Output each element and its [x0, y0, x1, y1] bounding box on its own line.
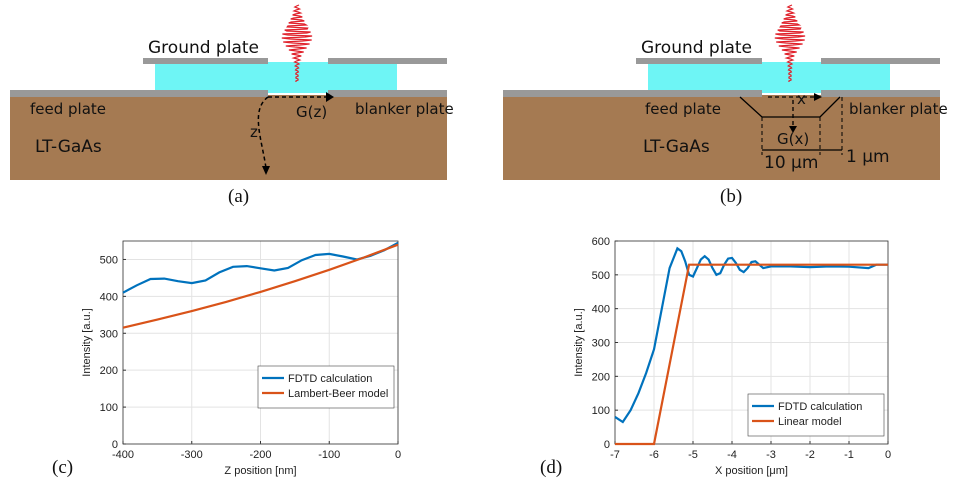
- blanker-plate: [328, 90, 447, 97]
- axes-box: [122, 240, 399, 445]
- arrow-head: [789, 126, 797, 133]
- panel-label: (c): [52, 457, 73, 478]
- label: 1 µm: [846, 147, 890, 167]
- axes-box: [614, 240, 889, 445]
- dielectric: [155, 62, 397, 93]
- y-axis-label: Intensity [a.u.]: [81, 308, 93, 376]
- label: x: [797, 90, 806, 108]
- wave: [774, 4, 806, 83]
- label: G(x): [777, 130, 809, 148]
- y-tick-label: 100: [592, 405, 610, 417]
- label: Ground plate: [148, 38, 259, 58]
- y-tick-label: 100: [100, 402, 118, 414]
- y-tick-label: 300: [100, 328, 118, 340]
- x-tick-label: -300: [181, 449, 203, 461]
- wave: [281, 4, 313, 83]
- y-tick-label: 500: [100, 254, 118, 266]
- diagram-a: Ground plate feed plate G(z) blanker pla…: [10, 4, 454, 207]
- diagram-b: x Ground plate feed plate blanker plate …: [503, 4, 948, 207]
- chart: -7 -6 -5 -4 -3 -2 -1 0 0 100 200 300 400 500 600 X posi…: [573, 236, 891, 477]
- arrow-head: [262, 166, 270, 175]
- series-line: [614, 246, 888, 424]
- x-axis-label: X position [μm]: [715, 465, 788, 477]
- x-tick-label: -7: [610, 449, 620, 461]
- y-tick-label: 400: [592, 304, 610, 316]
- blanker-plate: [821, 90, 940, 97]
- x-tick-label: -6: [649, 449, 659, 461]
- y-tick-label: 200: [592, 371, 610, 383]
- label: blanker plate: [355, 100, 454, 118]
- legend-label: FDTD calculation: [778, 401, 862, 413]
- ground-plate: [636, 58, 762, 64]
- label: blanker plate: [849, 100, 948, 118]
- x-tick-label: -200: [249, 449, 271, 461]
- panel-label: (b): [720, 186, 742, 207]
- series-line: [122, 243, 399, 329]
- y-tick-label: 600: [592, 236, 610, 248]
- y-tick-label: 0: [604, 439, 610, 451]
- x-tick-label: -1: [844, 449, 854, 461]
- y-tick-label: 300: [592, 338, 610, 350]
- panel-label: (d): [540, 457, 562, 478]
- chart: -400 -300 -200 -100 0 0 100 200 300 400 500 Z posit…: [81, 240, 401, 477]
- legend-label: Lambert-Beer model: [288, 388, 388, 400]
- wave-packet: [774, 4, 806, 83]
- label: LT-GaAs: [35, 137, 102, 157]
- x-tick-label: 0: [395, 449, 401, 461]
- x-tick-label: -100: [318, 449, 340, 461]
- legend-box: [747, 393, 885, 437]
- profile: [739, 96, 841, 118]
- series-line: [615, 263, 888, 446]
- y-tick-label: 200: [100, 365, 118, 377]
- label: feed plate: [645, 100, 721, 118]
- x-tick-label: -4: [727, 449, 737, 461]
- wave-packet: [281, 4, 313, 83]
- legend-label: Linear model: [778, 416, 842, 428]
- ground-plate: [328, 58, 447, 64]
- substrate: [10, 95, 447, 180]
- substrate: [503, 95, 940, 180]
- x-tick-label: -2: [805, 449, 815, 461]
- x-tick-label: -400: [112, 449, 134, 461]
- panel-label: (a): [228, 186, 249, 207]
- label: G(z): [296, 103, 327, 121]
- dielectric: [648, 62, 890, 93]
- label: feed plate: [30, 100, 106, 118]
- legend-label: FDTD calculation: [288, 373, 372, 385]
- label: z: [250, 123, 258, 141]
- legend-box: [257, 365, 395, 409]
- feed-plate: [503, 90, 762, 97]
- label: Ground plate: [641, 38, 752, 58]
- y-tick-label: 500: [592, 270, 610, 282]
- y-axis-label: Intensity [a.u.]: [573, 308, 585, 376]
- x-tick-label: 0: [885, 449, 891, 461]
- arrow: [257, 96, 269, 169]
- label: 10 µm: [764, 153, 818, 173]
- ground-plate: [821, 58, 940, 64]
- series-line: [122, 241, 399, 294]
- ground-plate: [143, 58, 268, 64]
- x-tick-label: -5: [688, 449, 698, 461]
- x-axis-label: Z position [nm]: [224, 465, 296, 477]
- feed-plate: [10, 90, 268, 97]
- x-tick-label: -3: [766, 449, 776, 461]
- arrow-head: [814, 93, 822, 101]
- y-tick-label: 400: [100, 291, 118, 303]
- label: LT-GaAs: [643, 137, 710, 157]
- y-tick-label: 0: [112, 439, 118, 451]
- arrow-head: [326, 92, 334, 102]
